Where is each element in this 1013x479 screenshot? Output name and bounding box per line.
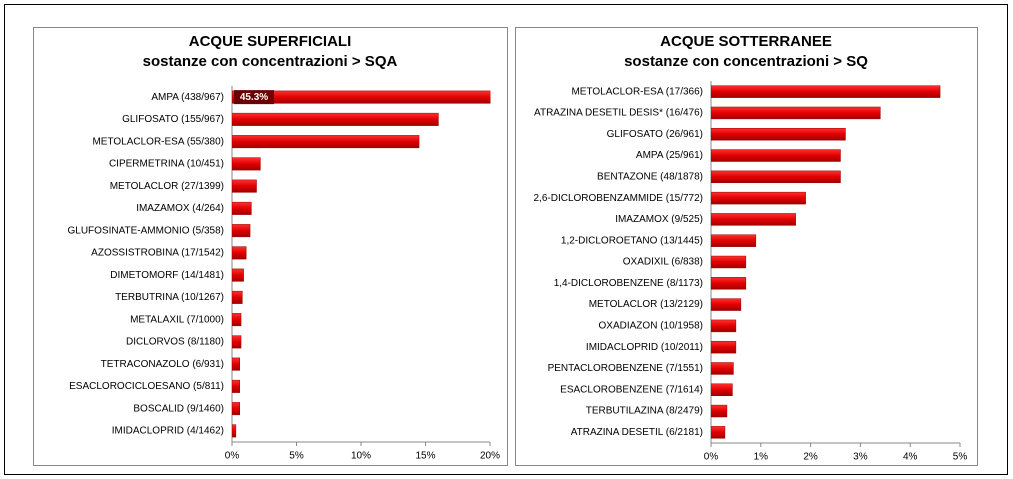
- y-tick-label: IMAZAMOX (9/525): [615, 214, 703, 225]
- bar: [711, 426, 726, 439]
- bar: [711, 234, 757, 247]
- value-label-box: [234, 90, 274, 105]
- bar: [711, 298, 742, 311]
- y-tick-label: IMIDACLOPRID (4/1462): [112, 426, 224, 437]
- y-tick-label: AMPA (25/961): [636, 150, 703, 161]
- bar: [232, 246, 247, 260]
- bar: [232, 224, 251, 238]
- bar: [232, 379, 240, 393]
- y-tick-label: BOSCALID (9/1460): [133, 403, 224, 414]
- x-tick-label: 5%: [289, 451, 304, 462]
- y-tick-label: OXADIXIL (6/838): [623, 257, 703, 268]
- x-tick-label: 0%: [704, 452, 719, 463]
- x-tick-label: 1%: [754, 452, 769, 463]
- bar: [232, 179, 257, 193]
- bar: [232, 313, 242, 327]
- y-tick-label: 2,6-DICLOROBENZAMMIDE (15/772): [534, 193, 704, 204]
- bar: [232, 268, 244, 282]
- y-tick-label: METOLACLOR (13/2129): [589, 299, 703, 310]
- value-label: 45.3%: [240, 92, 268, 103]
- y-tick-label: 1,2-DICLOROETANO (13/1445): [561, 235, 703, 246]
- chart-title: ACQUE SUPERFICIALI: [189, 33, 352, 50]
- bar: [711, 277, 747, 290]
- bar: [711, 106, 881, 120]
- y-tick-label: IMAZAMOX (4/264): [136, 203, 224, 214]
- y-tick-label: TERBUTILAZINA (8/2479): [586, 406, 703, 417]
- y-tick-label: ATRAZINA DESETIL DESIS* (16/476): [534, 108, 703, 119]
- x-tick-label: 2%: [803, 452, 818, 463]
- y-tick-label: GLUFOSINATE-AMMONIO (5/358): [67, 225, 224, 236]
- bar: [232, 157, 261, 171]
- x-tick-label: 4%: [903, 452, 918, 463]
- bar: [711, 383, 733, 396]
- y-tick-label: METOLACLOR (27/1399): [110, 181, 224, 192]
- bar: [232, 402, 240, 416]
- chart-title: ACQUE SOTTERRANEE: [660, 33, 832, 50]
- bar: [232, 424, 237, 438]
- bar: [711, 149, 841, 162]
- y-tick-label: ESACLOROCICLOESANO (5/811): [69, 381, 224, 392]
- chart-subtitle: sostanze con concentrazioni > SQA: [143, 53, 398, 70]
- y-tick-label: GLIFOSATO (155/967): [122, 114, 224, 125]
- x-tick-label: 15%: [415, 451, 435, 462]
- bar: [232, 135, 420, 149]
- y-tick-label: ESACLOROBENZENE (7/1614): [560, 384, 703, 395]
- y-tick-label: AMPA (438/967): [151, 92, 224, 103]
- y-tick-label: PENTACLOROBENZENE (7/1551): [548, 363, 703, 374]
- chart-subtitle: sostanze con concentrazioni > SQ: [624, 53, 868, 70]
- x-tick-label: 20%: [480, 451, 500, 462]
- y-tick-label: 1,4-DICLOROBENZENE (8/1173): [554, 278, 703, 289]
- x-tick-label: 0%: [225, 451, 240, 462]
- y-tick-label: DIMETOMORF (14/1481): [110, 270, 224, 281]
- bar: [711, 128, 846, 141]
- bar: [711, 362, 734, 375]
- bar: [232, 201, 252, 215]
- y-tick-label: AZOSSISTROBINA (17/1542): [91, 248, 224, 259]
- y-tick-label: BENTAZONE (48/1878): [597, 171, 703, 182]
- y-tick-label: GLIFOSATO (26/961): [607, 129, 703, 140]
- y-tick-label: METOLACLOR-ESA (55/380): [92, 136, 224, 147]
- y-tick-label: METOLACLOR-ESA (17/366): [571, 86, 703, 97]
- y-tick-label: OXADIAZON (10/1958): [599, 321, 703, 332]
- y-tick-label: CIPERMETRINA (10/451): [109, 159, 224, 170]
- y-tick-label: DICLORVOS (8/1180): [126, 337, 224, 348]
- bar: [232, 335, 242, 349]
- bar: [711, 319, 737, 333]
- bar: [711, 191, 806, 205]
- bar: [711, 170, 841, 184]
- y-tick-label: ATRAZINA DESETIL (6/2181): [571, 427, 703, 438]
- y-tick-label: METALAXIL (7/1000): [130, 314, 224, 325]
- bar: [232, 112, 439, 126]
- bar: [232, 357, 240, 371]
- x-tick-label: 5%: [953, 452, 968, 463]
- y-tick-label: TETRACONAZOLO (6/931): [101, 359, 224, 370]
- x-tick-label: 3%: [853, 452, 868, 463]
- bar: [711, 85, 941, 98]
- y-tick-label: TERBUTRINA (10/1267): [115, 292, 224, 303]
- y-tick-label: IMIDACLOPRID (10/2011): [586, 342, 703, 353]
- x-tick-label: 10%: [351, 451, 371, 462]
- bar: [711, 255, 747, 269]
- bar: [711, 404, 728, 418]
- bar: [232, 290, 243, 304]
- bar: [711, 340, 737, 354]
- bar: [232, 90, 491, 104]
- bar: [711, 213, 796, 226]
- outer-frame: [4, 4, 1008, 475]
